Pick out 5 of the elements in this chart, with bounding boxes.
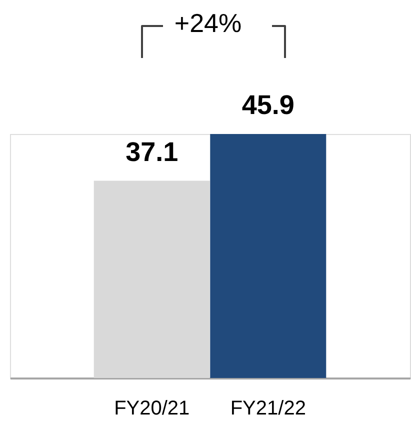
data-label: 45.9 (242, 90, 294, 120)
x-tick-label: FY20/21 (114, 398, 190, 420)
data-label: 37.1 (126, 136, 178, 167)
x-tick-label: FY21/22 (230, 398, 306, 420)
text: +24% (174, 8, 242, 38)
